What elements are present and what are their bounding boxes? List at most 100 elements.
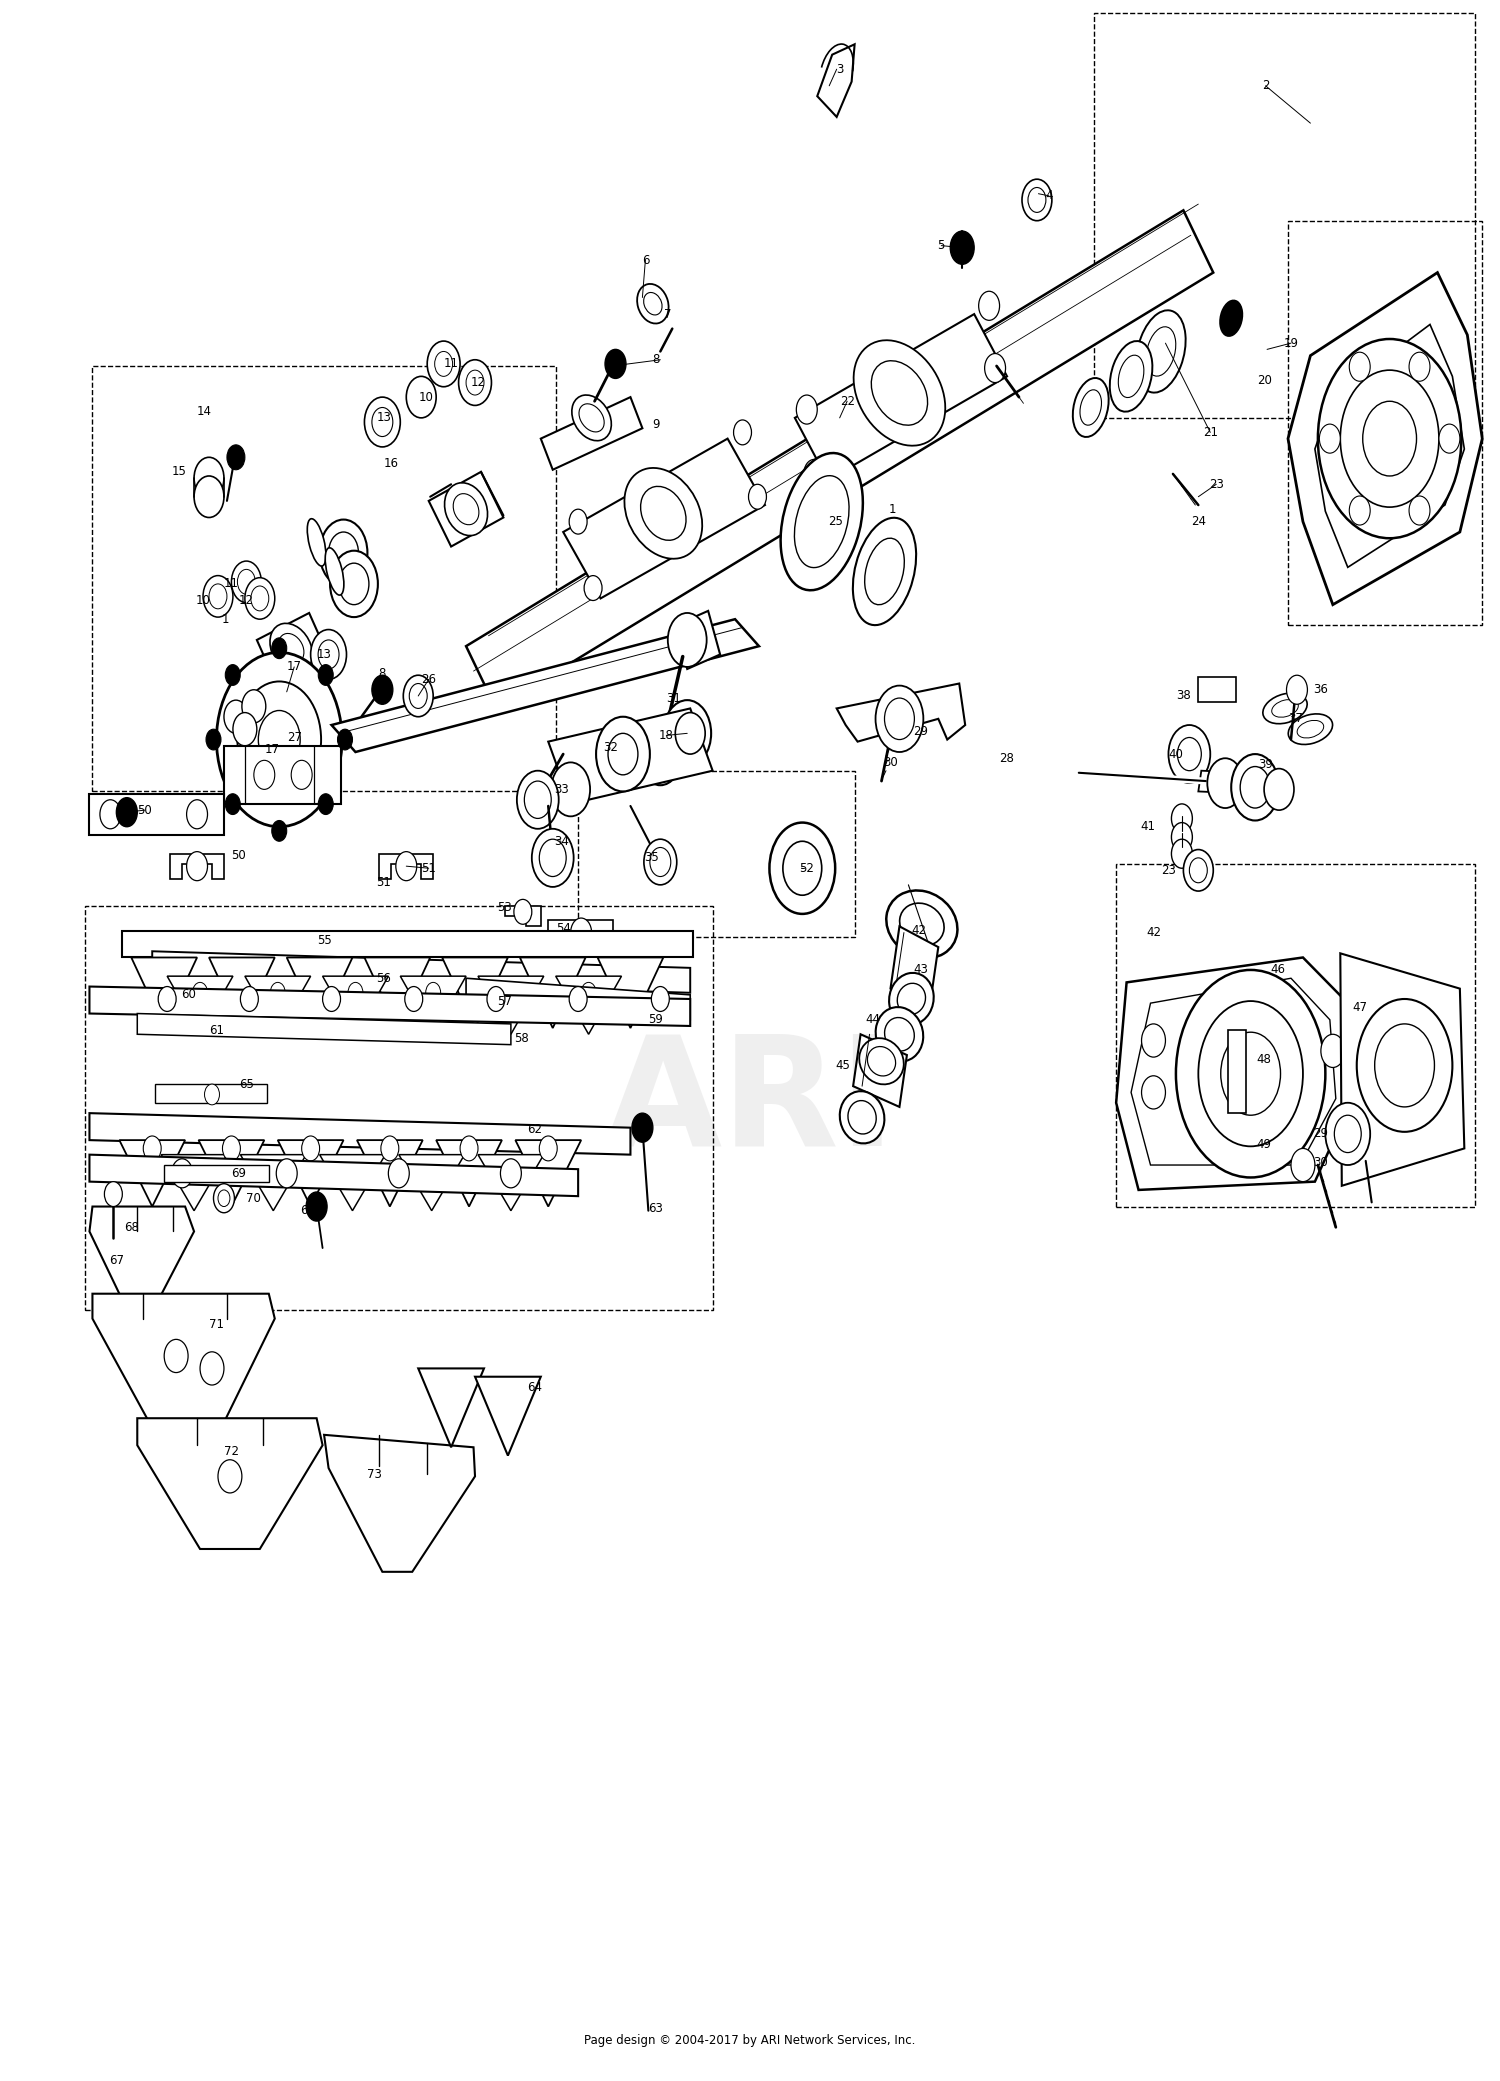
Text: 18: 18 <box>658 728 674 743</box>
Circle shape <box>1408 495 1430 524</box>
Circle shape <box>1172 839 1192 868</box>
Text: 57: 57 <box>498 995 513 1007</box>
Bar <box>90 793 224 834</box>
Polygon shape <box>256 614 328 683</box>
Circle shape <box>435 352 453 377</box>
Circle shape <box>488 986 506 1011</box>
Circle shape <box>540 1136 556 1161</box>
Text: 5: 5 <box>938 239 945 252</box>
Polygon shape <box>152 951 690 993</box>
Ellipse shape <box>1137 310 1185 393</box>
Circle shape <box>240 986 258 1011</box>
Ellipse shape <box>864 539 904 606</box>
Ellipse shape <box>453 493 478 524</box>
Ellipse shape <box>867 1047 895 1076</box>
Bar <box>86 905 712 1311</box>
Ellipse shape <box>780 454 862 591</box>
Circle shape <box>1172 822 1192 851</box>
Text: 15: 15 <box>171 466 186 479</box>
Text: 10: 10 <box>195 593 210 608</box>
Circle shape <box>372 674 393 703</box>
Circle shape <box>144 1136 160 1161</box>
Bar <box>1288 221 1482 626</box>
Bar <box>1228 1030 1246 1113</box>
Circle shape <box>1292 1149 1316 1182</box>
Circle shape <box>217 1190 229 1207</box>
Ellipse shape <box>1119 356 1144 397</box>
Circle shape <box>232 712 256 745</box>
Circle shape <box>396 851 417 880</box>
Text: 29: 29 <box>914 724 928 739</box>
Ellipse shape <box>444 483 488 535</box>
Circle shape <box>885 697 915 739</box>
Text: 32: 32 <box>603 741 618 753</box>
Text: 50: 50 <box>138 803 152 816</box>
Polygon shape <box>90 1113 630 1155</box>
Circle shape <box>651 986 669 1011</box>
Ellipse shape <box>890 974 933 1026</box>
Text: 8: 8 <box>652 354 660 366</box>
Bar <box>93 366 555 791</box>
Circle shape <box>770 822 836 914</box>
Circle shape <box>186 851 207 880</box>
Circle shape <box>1184 849 1214 891</box>
Ellipse shape <box>795 477 849 568</box>
Text: 55: 55 <box>316 934 332 947</box>
Circle shape <box>570 918 591 947</box>
Polygon shape <box>400 976 466 1034</box>
Text: 42: 42 <box>912 924 927 936</box>
Circle shape <box>226 445 244 470</box>
Polygon shape <box>240 1155 306 1211</box>
Circle shape <box>876 685 924 751</box>
Circle shape <box>663 699 711 766</box>
Text: 27: 27 <box>286 730 302 745</box>
Circle shape <box>276 1159 297 1188</box>
Text: 31: 31 <box>666 691 681 705</box>
Circle shape <box>364 397 400 447</box>
Circle shape <box>1221 1032 1281 1115</box>
Ellipse shape <box>853 518 916 624</box>
Bar <box>154 1084 267 1103</box>
Circle shape <box>1168 724 1210 782</box>
Text: 68: 68 <box>124 1222 138 1234</box>
Polygon shape <box>675 612 720 668</box>
Text: 49: 49 <box>1257 1138 1272 1151</box>
Text: 59: 59 <box>648 1013 663 1026</box>
Polygon shape <box>138 1419 322 1548</box>
Text: 63: 63 <box>648 1203 663 1215</box>
Text: 38: 38 <box>1176 689 1191 703</box>
Polygon shape <box>399 1155 465 1211</box>
Text: 62: 62 <box>528 1124 543 1136</box>
Polygon shape <box>286 957 352 1028</box>
Circle shape <box>884 712 904 741</box>
Polygon shape <box>170 853 224 878</box>
Ellipse shape <box>1080 389 1101 425</box>
Polygon shape <box>90 1207 194 1307</box>
Circle shape <box>105 1182 123 1207</box>
Text: 3: 3 <box>836 62 843 75</box>
Polygon shape <box>90 1155 578 1197</box>
Circle shape <box>568 986 586 1011</box>
Circle shape <box>580 982 596 1003</box>
Polygon shape <box>1198 770 1292 795</box>
Circle shape <box>291 760 312 789</box>
Text: 19: 19 <box>1284 337 1299 350</box>
Text: 69: 69 <box>231 1167 246 1180</box>
Text: ARI: ARI <box>603 1028 897 1178</box>
Circle shape <box>460 1136 478 1161</box>
Ellipse shape <box>1072 379 1108 437</box>
Circle shape <box>1374 1024 1434 1107</box>
Text: 61: 61 <box>209 1024 224 1036</box>
Text: 60: 60 <box>180 988 195 1001</box>
Polygon shape <box>549 708 712 803</box>
Text: 26: 26 <box>422 672 436 687</box>
Ellipse shape <box>624 468 702 558</box>
Circle shape <box>639 726 681 785</box>
Circle shape <box>318 793 333 814</box>
Polygon shape <box>138 1013 512 1045</box>
Polygon shape <box>419 1369 484 1446</box>
Text: 41: 41 <box>1140 820 1155 832</box>
Text: 25: 25 <box>828 516 843 529</box>
Circle shape <box>518 770 558 828</box>
Polygon shape <box>555 976 621 1034</box>
